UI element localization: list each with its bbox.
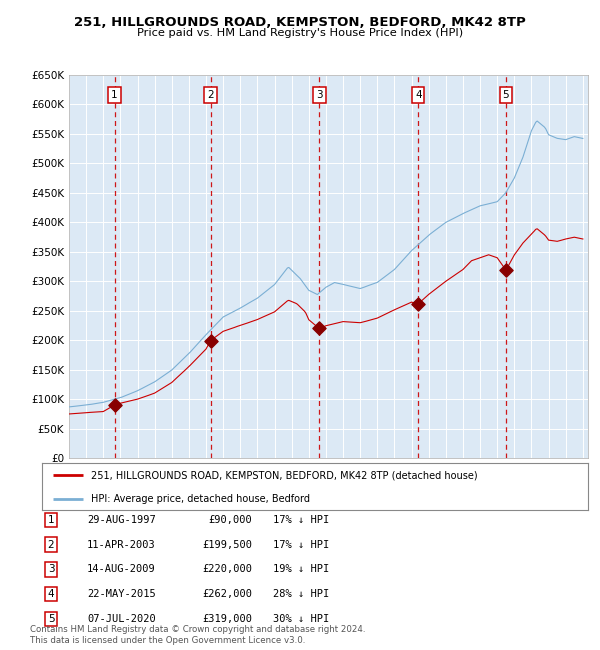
- Text: £319,000: £319,000: [202, 614, 252, 624]
- Point: [413, 298, 423, 309]
- Text: 28% ↓ HPI: 28% ↓ HPI: [273, 589, 329, 599]
- Text: 1: 1: [47, 515, 55, 525]
- Text: Contains HM Land Registry data © Crown copyright and database right 2024.
This d: Contains HM Land Registry data © Crown c…: [30, 625, 365, 645]
- Text: 5: 5: [503, 90, 509, 100]
- Text: Price paid vs. HM Land Registry's House Price Index (HPI): Price paid vs. HM Land Registry's House …: [137, 27, 463, 38]
- Point: [206, 335, 215, 346]
- Point: [501, 265, 511, 275]
- Text: 1: 1: [111, 90, 118, 100]
- Text: 4: 4: [415, 90, 422, 100]
- Text: 2: 2: [208, 90, 214, 100]
- Text: 11-APR-2003: 11-APR-2003: [87, 540, 156, 550]
- Text: 07-JUL-2020: 07-JUL-2020: [87, 614, 156, 624]
- Text: 251, HILLGROUNDS ROAD, KEMPSTON, BEDFORD, MK42 8TP (detached house): 251, HILLGROUNDS ROAD, KEMPSTON, BEDFORD…: [91, 470, 478, 480]
- Text: 3: 3: [47, 564, 55, 575]
- Text: 30% ↓ HPI: 30% ↓ HPI: [273, 614, 329, 624]
- Text: 251, HILLGROUNDS ROAD, KEMPSTON, BEDFORD, MK42 8TP: 251, HILLGROUNDS ROAD, KEMPSTON, BEDFORD…: [74, 16, 526, 29]
- Text: £199,500: £199,500: [202, 540, 252, 550]
- Text: £90,000: £90,000: [208, 515, 252, 525]
- Text: 17% ↓ HPI: 17% ↓ HPI: [273, 515, 329, 525]
- Text: 4: 4: [47, 589, 55, 599]
- Text: 14-AUG-2009: 14-AUG-2009: [87, 564, 156, 575]
- Text: 5: 5: [47, 614, 55, 624]
- Text: HPI: Average price, detached house, Bedford: HPI: Average price, detached house, Bedf…: [91, 493, 310, 504]
- Text: 19% ↓ HPI: 19% ↓ HPI: [273, 564, 329, 575]
- Text: 2: 2: [47, 540, 55, 550]
- Text: 3: 3: [316, 90, 323, 100]
- Text: 29-AUG-1997: 29-AUG-1997: [87, 515, 156, 525]
- Text: 22-MAY-2015: 22-MAY-2015: [87, 589, 156, 599]
- Point: [110, 400, 119, 410]
- Text: £262,000: £262,000: [202, 589, 252, 599]
- Text: £220,000: £220,000: [202, 564, 252, 575]
- Point: [314, 323, 324, 333]
- Text: 17% ↓ HPI: 17% ↓ HPI: [273, 540, 329, 550]
